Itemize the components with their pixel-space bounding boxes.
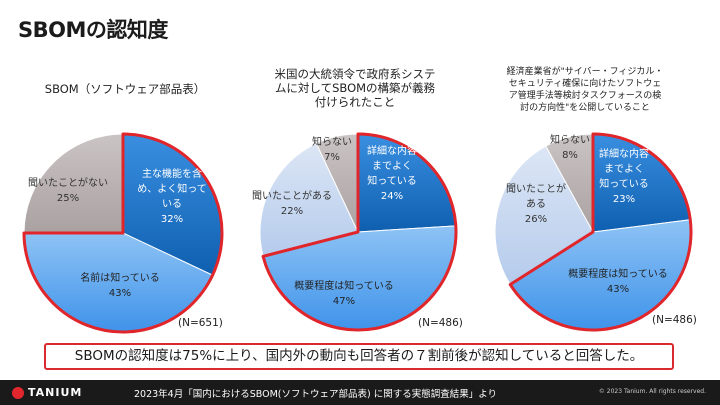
pie-2-highlight-outline	[261, 132, 458, 332]
pie-3-slice-2-label: 概要程度は知っている	[568, 267, 668, 280]
chart-1-title-line: SBOM（ソフトウェア部品表）	[44, 82, 206, 96]
pie-2-slice-4-label: 知らない	[312, 135, 352, 148]
chart-3-title-line: 討の方向性"を公開していること	[520, 103, 650, 113]
pie-1-slice-1-label: 主な機能を含	[142, 167, 202, 180]
page-title: SBOMの認知度	[18, 18, 168, 42]
pie-3-slice-1-label: までよく	[604, 163, 644, 175]
pie-3-slice-1-label: 知っている	[599, 177, 649, 190]
pie-1-slice-3-label: 聞いたことがない	[28, 176, 108, 189]
chart-3-title-line: セキュリティ確保に向けたソフトウェ	[508, 79, 662, 89]
pie-2-slice-1-label: 知っている	[367, 174, 417, 187]
chart-1-title: SBOM（ソフトウェア部品表）	[20, 83, 230, 96]
pie-2-slice-3-value: 22%	[281, 206, 303, 217]
pie-2-slice-2-label: 概要程度は知っている	[294, 279, 394, 292]
summary-box: SBOMの認知度は75%に上り、国内外の動向も回答者の７割前後が認知していると回…	[44, 343, 674, 370]
chart-3-title: 経済産業省が"サイバー・フィジカル・ セキュリティ確保に向けたソフトウェ ア管理手法…	[490, 66, 680, 114]
chart-3-title-line: ア管理手法等検討タスクフォースの検	[508, 91, 662, 101]
source-note: 2023年4月「国内におけるSBOM(ソフトウェア部品表) に関する実態調査結果…	[134, 389, 498, 400]
pie-2-slice-1-label: までよく	[372, 160, 412, 172]
pie-1-highlight-outline	[22, 132, 224, 334]
pie-1-slice-1-label: め、よく知って	[137, 182, 207, 195]
pie-2-slice-3-label: 聞いたことがある	[252, 189, 332, 202]
pie-1-slice-1-label: いる	[162, 198, 182, 210]
tanium-logo: TANIUM	[12, 386, 82, 399]
pie-1-slice-3	[23, 133, 124, 234]
pie-3-slice-3-label: 聞いたことが	[506, 182, 566, 195]
pie-3-sample-size: (N=486)	[652, 314, 697, 326]
chart-2-title-line: 付けられたこと	[314, 95, 396, 109]
pie-1-slice-3-value: 25%	[57, 193, 79, 204]
chart-2-title-line: ムに対してSBOMの構築が義務	[274, 81, 436, 95]
chart-3-title-line: 経済産業省が"サイバー・フィジカル・	[506, 67, 664, 77]
pie-2-slice-4-value: 7%	[324, 152, 340, 163]
chart-2-title: 米国の大統領令で政府系システ ムに対してSBOMの構築が義務 付けられたこと	[255, 67, 455, 109]
pie-3-slice-2-value: 43%	[607, 284, 629, 295]
pie-3-slice-3	[494, 145, 594, 286]
pie-1-sample-size: (N=651)	[178, 317, 223, 329]
pie-2-sample-size: (N=486)	[418, 317, 463, 329]
pie-2-slice-1-label: 詳細な内容	[367, 144, 417, 157]
pie-3-slice-4-value: 8%	[562, 150, 578, 161]
footer-bar: TANIUM 2023年4月「国内におけるSBOM(ソフトウェア部品表) に関す…	[0, 380, 720, 405]
tanium-logo-text: TANIUM	[28, 386, 83, 399]
copyright-text: © 2023 Tanium. All rights reserved.	[598, 388, 706, 395]
pie-3-highlight-outline	[508, 132, 693, 332]
pie-1-slice-2-label: 名前は知っている	[80, 271, 160, 284]
pie-1-slice-1-value: 32%	[161, 214, 183, 225]
chart-2-title-line: 米国の大統領令で政府系システ	[274, 67, 436, 81]
pie-3-slice-1-label: 詳細な内容	[599, 147, 649, 160]
pie-3-slice-4-label: 知らない	[550, 133, 590, 146]
pie-2-slice-2-value: 47%	[333, 296, 355, 307]
pie-3-slice-3-label: ある	[526, 198, 546, 210]
pie-2-slice-3	[259, 142, 359, 257]
tanium-logo-icon	[12, 386, 24, 399]
pie-2-slice-1-value: 24%	[381, 191, 403, 202]
pie-3-slice-3-value: 26%	[525, 214, 547, 225]
pie-3-slice-1-value: 23%	[613, 194, 635, 205]
pie-1-slice-2-value: 43%	[109, 288, 131, 299]
